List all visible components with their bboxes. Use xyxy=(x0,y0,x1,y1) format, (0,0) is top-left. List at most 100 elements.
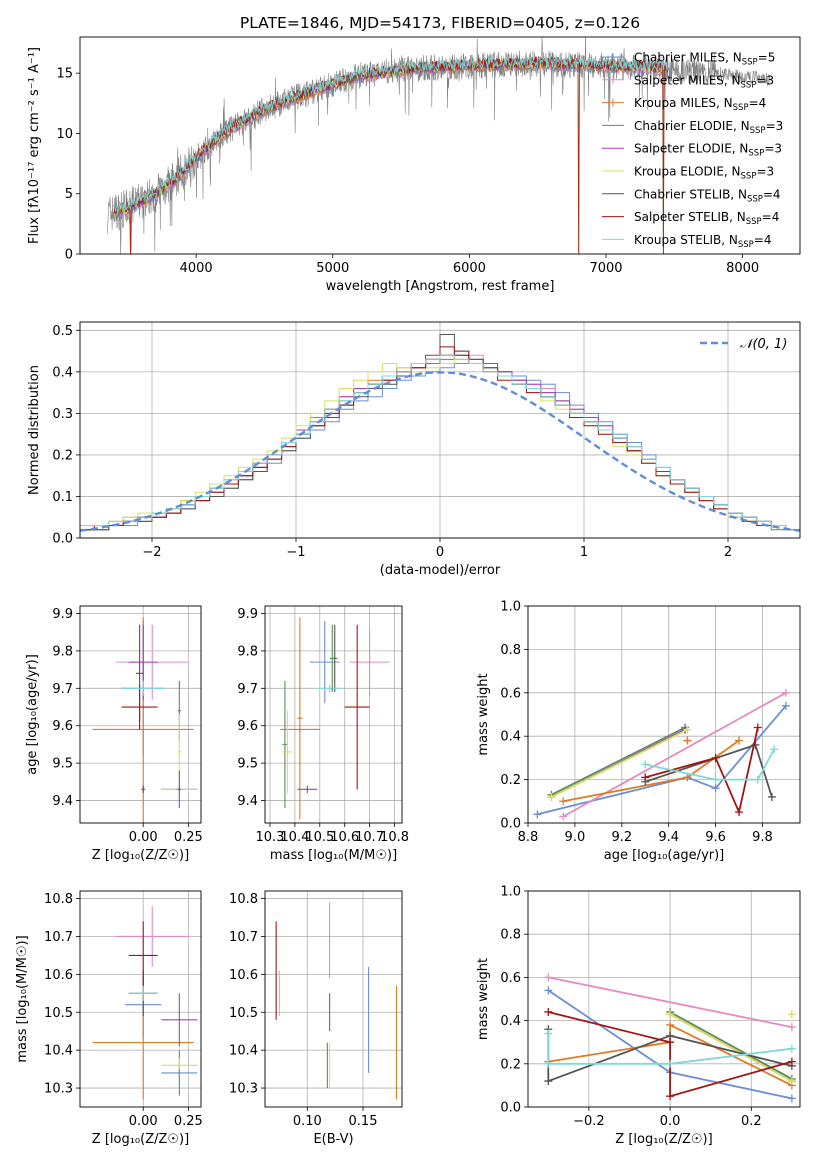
legend-label: Chabrier STELIB, N xyxy=(634,187,747,201)
errorbar-point xyxy=(161,1069,198,1077)
errorbar-point xyxy=(297,785,318,794)
legend-label: Salpeter STELIB, N xyxy=(634,210,746,224)
y-tick-label: 0.2 xyxy=(52,448,73,463)
errorbar-point xyxy=(128,921,158,990)
errorbar-point xyxy=(161,993,198,1047)
legend-entry: 𝒩(0, 1) xyxy=(740,337,787,352)
y-axis-label: mass weight xyxy=(476,958,491,1040)
y-tick-label: 9.7 xyxy=(237,682,258,697)
weight-point-marker xyxy=(753,775,762,784)
axes-weight-vs-Z: −0.2 0.0 0.2 0.0 0.2 0.4 0.6 0.8 1.0 xyxy=(500,885,800,1129)
axes-frame xyxy=(264,890,403,1108)
y-tick-label: 0.4 xyxy=(500,1014,521,1029)
y-tick-label: 9.9 xyxy=(237,607,258,622)
x-tick-label: 0.2 xyxy=(741,1114,762,1129)
axes-frame xyxy=(79,890,202,1108)
legend-label: Salpeter MILES, N xyxy=(634,73,741,87)
x-axis-label: Z [log₁₀(Z/Z☉)] xyxy=(92,1132,189,1147)
legend-suffix: =3 xyxy=(766,119,784,133)
weight-point-marker xyxy=(753,723,762,732)
legend-entry: Kroupa STELIB, NSSP=4 xyxy=(634,233,772,250)
axes-mass-vs-Z: 0.00 0.25 10.3 10.4 10.5 10.6 10.7 10.8 xyxy=(44,891,203,1129)
y-tick-label: 0.8 xyxy=(500,928,521,943)
legend-label: Kroupa MILES, N xyxy=(634,96,733,110)
y-tick-label: 1.0 xyxy=(500,885,521,900)
legend-sub: SSP xyxy=(746,217,762,227)
x-tick-label: 8.8 xyxy=(518,830,539,845)
y-tick-label: 10.3 xyxy=(229,1082,258,1097)
legend-suffix: =4 xyxy=(749,96,767,110)
legend-suffix: =3 xyxy=(764,142,782,156)
legend-sub: SSP xyxy=(748,149,764,159)
x-tick-label: 2 xyxy=(724,545,732,560)
x-tick-label: 10.5 xyxy=(305,830,334,845)
y-tick-label: 0.6 xyxy=(500,686,521,701)
weight-point-marker xyxy=(787,1094,796,1103)
errorbar-point xyxy=(344,624,370,790)
x-tick-label: 10.4 xyxy=(280,830,309,845)
legend-label: Kroupa ELODIE, N xyxy=(634,165,741,179)
weight-point-marker xyxy=(544,1029,553,1038)
weight-line xyxy=(645,748,775,781)
y-tick-label: 10.5 xyxy=(229,1006,258,1021)
y-tick-label: 0.4 xyxy=(500,730,521,745)
y-tick-label: 0.6 xyxy=(500,971,521,986)
y-tick-label: 10.4 xyxy=(229,1044,258,1059)
errorbar-point xyxy=(282,710,293,794)
weight-point-marker xyxy=(666,1092,675,1101)
x-tick-label: 5000 xyxy=(316,261,349,276)
y-tick-label: 0.2 xyxy=(500,773,521,788)
legend-sub: SSP xyxy=(738,240,754,250)
x-tick-label: 0.0 xyxy=(660,1114,681,1129)
x-tick-label: 10.8 xyxy=(380,830,409,845)
weight-point-marker xyxy=(683,736,692,745)
legend-label: Chabrier ELODIE, N xyxy=(634,119,750,133)
legend-suffix: =4 xyxy=(762,210,780,224)
axes-frame xyxy=(79,605,202,824)
y-tick-label: 9.4 xyxy=(52,794,73,809)
x-tick-label: 0.25 xyxy=(174,830,203,845)
legend-entry: Kroupa MILES, NSSP=4 xyxy=(634,96,766,113)
legend-suffix: =4 xyxy=(754,233,772,247)
weight-line xyxy=(562,692,787,818)
legend-sub: SSP xyxy=(747,194,763,204)
y-tick-label: 9.8 xyxy=(237,644,258,659)
legend-label: Chabrier MILES, N xyxy=(634,51,742,65)
legend-sub: SSP xyxy=(742,58,758,68)
x-axis-label: Z [log₁₀(Z/Z☉)] xyxy=(92,848,189,863)
errorbar-point xyxy=(116,906,189,967)
y-tick-label: 0.1 xyxy=(52,490,73,505)
errorbar-point xyxy=(282,680,288,809)
weight-point-marker xyxy=(770,745,779,754)
x-axis-label: (data-model)/error xyxy=(380,563,501,578)
x-tick-label: 9.2 xyxy=(611,830,632,845)
y-tick-label: 0.2 xyxy=(500,1057,521,1072)
weight-series xyxy=(544,973,796,1103)
y-tick-label: 1.0 xyxy=(500,600,521,615)
x-tick-label: 0.10 xyxy=(293,1114,322,1129)
errorbar-points xyxy=(92,906,198,1100)
errorbar-points xyxy=(279,617,390,820)
weight-point-marker xyxy=(559,797,568,806)
y-tick-label: 10 xyxy=(56,127,73,142)
weight-point-marker xyxy=(683,773,692,782)
weight-point-marker xyxy=(533,810,542,819)
histogram-series xyxy=(80,334,800,538)
x-tick-label: 0.00 xyxy=(129,830,158,845)
y-tick-label: 9.5 xyxy=(52,757,73,772)
weight-point-marker xyxy=(544,973,553,982)
legend-entry: Salpeter MILES, NSSP=3 xyxy=(634,73,774,90)
x-tick-label: 6000 xyxy=(453,261,486,276)
y-tick-label: 5 xyxy=(65,187,73,202)
y-tick-label: 10.6 xyxy=(44,968,73,983)
weight-point-marker xyxy=(544,1007,553,1016)
y-tick-label: 10.5 xyxy=(44,1006,73,1021)
x-tick-label: 7000 xyxy=(589,261,622,276)
axes-age-vs-mass: 10.310.410.510.610.710.8 9.4 9.5 9.6 9.7 9.8 9… xyxy=(237,606,409,845)
weight-point-marker xyxy=(787,1057,796,1066)
axes-frame xyxy=(527,605,801,824)
x-axis-label: mass [log₁₀(M/M☉)] xyxy=(270,848,397,863)
weight-point-marker xyxy=(641,760,650,769)
legend-suffix: =3 xyxy=(756,73,774,87)
weight-point-marker xyxy=(767,792,776,801)
